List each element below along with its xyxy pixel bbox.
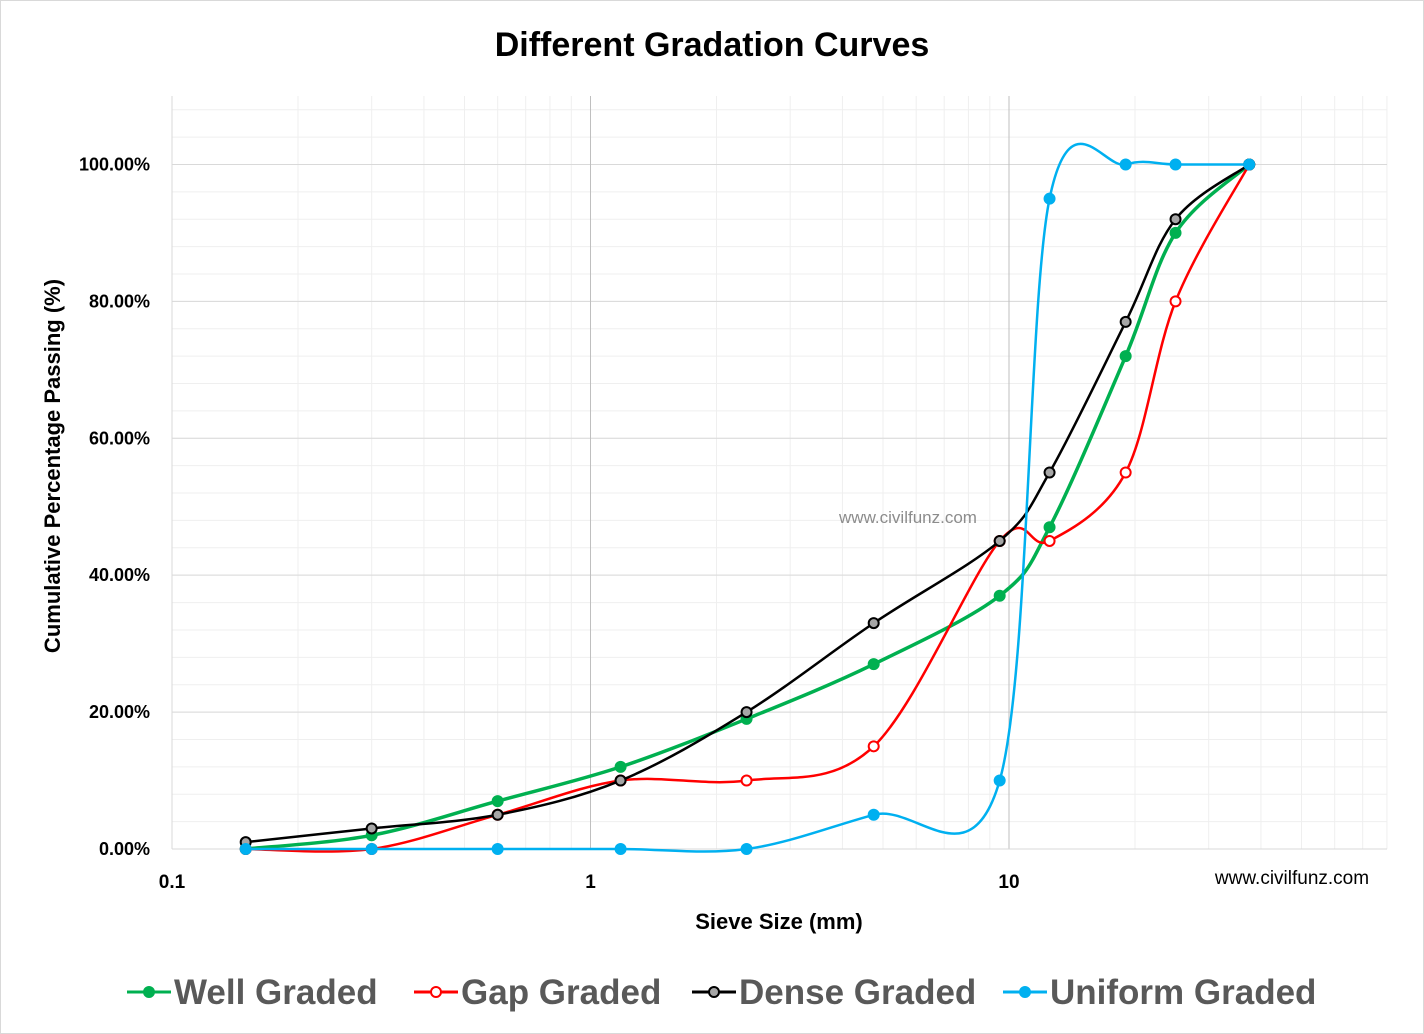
legend: Well Graded Gap Graded Dense Graded Uniform… xyxy=(127,973,1316,1012)
data-point-dense-graded xyxy=(491,808,504,821)
data-point-gap-graded xyxy=(740,774,753,787)
legend-marker xyxy=(430,986,442,998)
legend-label: Gap Graded xyxy=(461,973,661,1012)
data-point-well-graded xyxy=(1119,350,1132,363)
x-axis-label: Sieve Size (mm) xyxy=(695,909,863,934)
legend-label: Uniform Graded xyxy=(1050,973,1316,1012)
y-tick-label: 100.00% xyxy=(79,154,150,174)
data-point-dense-graded xyxy=(867,617,880,630)
x-tick-label: 0.1 xyxy=(159,872,186,893)
y-axis-ticks: 0.00% 20.00% 40.00% 60.00% 80.00% 100.00% xyxy=(79,154,150,859)
legend-marker xyxy=(708,986,720,998)
legend-marker xyxy=(1019,986,1031,998)
series-uniform-graded xyxy=(239,142,1256,855)
data-point-dense-graded xyxy=(740,706,753,719)
data-point-dense-graded xyxy=(1169,213,1182,226)
legend-item-gap-graded: Gap Graded xyxy=(414,973,661,1012)
series-line-dense-graded xyxy=(245,163,1250,844)
data-point-uniform-graded xyxy=(1119,158,1132,171)
legend-label: Dense Graded xyxy=(739,973,976,1012)
website-text: www.civilfunz.com xyxy=(1214,868,1369,889)
legend-item-dense-graded: Dense Graded xyxy=(692,973,976,1012)
data-point-dense-graded xyxy=(614,774,627,787)
data-point-gap-graded xyxy=(1169,295,1182,308)
data-point-dense-graded xyxy=(993,534,1006,547)
data-point-gap-graded xyxy=(1119,466,1132,479)
data-point-uniform-graded xyxy=(993,774,1006,787)
x-tick-label: 1 xyxy=(585,872,596,893)
legend-item-uniform-graded: Uniform Graded xyxy=(1003,973,1316,1012)
y-tick-label: 0.00% xyxy=(99,839,150,859)
legend-marker xyxy=(143,986,155,998)
data-point-well-graded xyxy=(993,589,1006,602)
x-axis-ticks: 0.1 1 10 xyxy=(159,872,1020,893)
data-point-uniform-graded xyxy=(491,843,504,855)
legend-item-well-graded: Well Graded xyxy=(127,973,378,1012)
data-point-uniform-graded xyxy=(740,843,753,855)
data-point-uniform-graded xyxy=(1169,158,1182,171)
watermark-text: www.civilfunz.com xyxy=(838,508,977,527)
data-point-uniform-graded xyxy=(1243,158,1256,171)
chart-title: Different Gradation Curves xyxy=(495,26,930,64)
series-gap-graded xyxy=(239,158,1256,855)
data-point-dense-graded xyxy=(365,822,378,835)
data-point-uniform-graded xyxy=(239,843,252,855)
data-point-uniform-graded xyxy=(614,843,627,855)
data-point-uniform-graded xyxy=(867,808,880,821)
y-tick-label: 20.00% xyxy=(89,702,150,722)
series-layer xyxy=(239,142,1256,855)
legend-label: Well Graded xyxy=(174,973,378,1012)
data-point-well-graded xyxy=(867,658,880,671)
series-line-gap-graded xyxy=(245,163,1251,853)
data-point-uniform-graded xyxy=(365,843,378,855)
data-point-gap-graded xyxy=(1043,534,1056,547)
data-point-well-graded xyxy=(1043,521,1056,534)
data-point-well-graded xyxy=(1169,226,1182,239)
series-well-graded xyxy=(239,158,1256,855)
series-line-uniform-graded xyxy=(245,142,1250,853)
x-tick-label: 10 xyxy=(998,872,1019,893)
y-tick-label: 60.00% xyxy=(89,428,150,448)
y-tick-label: 40.00% xyxy=(89,565,150,585)
data-point-well-graded xyxy=(614,760,627,773)
y-tick-label: 80.00% xyxy=(89,291,150,311)
y-axis-label: Cumulative Percentage Passing (%) xyxy=(40,279,65,653)
data-point-gap-graded xyxy=(867,740,880,753)
data-point-dense-graded xyxy=(1119,315,1132,328)
data-point-uniform-graded xyxy=(1043,192,1056,205)
data-point-dense-graded xyxy=(1043,466,1056,479)
major-gridlines xyxy=(171,96,1387,850)
minor-gridlines xyxy=(172,96,1388,850)
data-point-well-graded xyxy=(491,795,504,808)
